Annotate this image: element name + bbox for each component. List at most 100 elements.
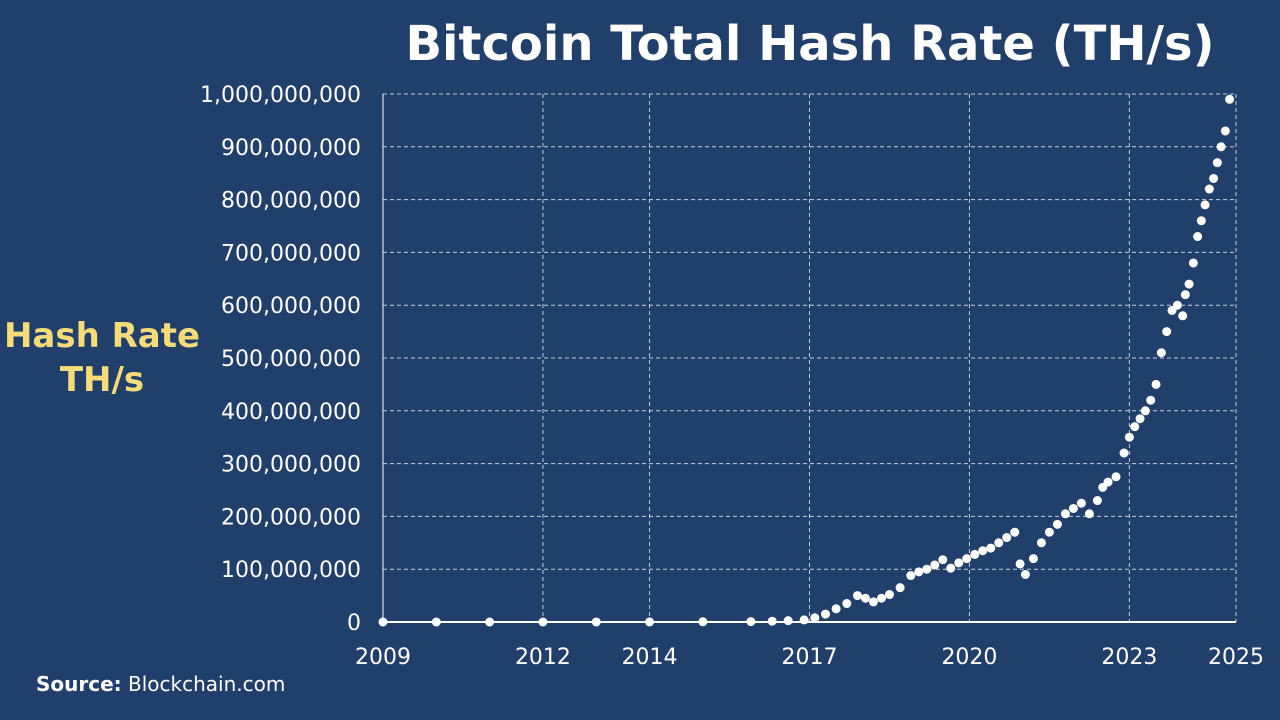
data-point <box>1178 311 1188 321</box>
data-point <box>810 613 820 623</box>
x-tick-label: 2012 <box>515 645 571 670</box>
x-tick-label: 2025 <box>1208 645 1264 670</box>
y-tick-label: 400,000,000 <box>221 400 361 425</box>
data-point <box>1002 533 1012 543</box>
data-point <box>378 617 388 627</box>
source-text: Blockchain.com <box>128 672 286 696</box>
data-point <box>1209 173 1219 183</box>
data-point <box>1052 519 1062 529</box>
y-tick-label: 500,000,000 <box>221 347 361 372</box>
data-point <box>922 564 932 574</box>
data-point <box>591 617 601 627</box>
data-point <box>1200 200 1210 210</box>
source-prefix: Source: <box>36 672 122 696</box>
data-point <box>1036 538 1046 548</box>
x-tick-label: 2017 <box>782 645 838 670</box>
data-point <box>1180 290 1190 300</box>
data-point <box>1220 126 1230 136</box>
data-point <box>876 593 886 603</box>
data-point <box>970 549 980 559</box>
data-point <box>1204 184 1214 194</box>
data-point <box>799 615 809 625</box>
data-point <box>1028 554 1038 564</box>
axis-layer <box>382 94 1236 623</box>
x-tick-label: 2023 <box>1101 645 1157 670</box>
y-tick-label: 0 <box>347 611 361 636</box>
y-tick-label: 700,000,000 <box>221 241 361 266</box>
data-point <box>538 617 548 627</box>
data-point <box>868 597 878 607</box>
data-point <box>645 617 655 627</box>
y-axis-label: Hash Rate TH/s <box>2 314 202 402</box>
data-point <box>978 546 988 556</box>
data-point <box>698 617 708 627</box>
data-point <box>906 571 916 581</box>
y-axis-label-line-1: Hash Rate <box>3 316 201 356</box>
data-point <box>852 591 862 601</box>
y-tick-label: 900,000,000 <box>221 136 361 161</box>
data-point <box>1212 158 1222 168</box>
data-point <box>1068 503 1078 513</box>
data-point <box>914 567 924 577</box>
data-point <box>783 616 793 626</box>
data-point <box>1060 509 1070 519</box>
data-point <box>746 617 756 627</box>
data-point <box>1225 94 1235 104</box>
data-point <box>1184 279 1194 289</box>
chart-title: Bitcoin Total Hash Rate (TH/s) <box>405 16 1215 72</box>
data-point <box>1020 569 1030 579</box>
data-point <box>1092 496 1102 506</box>
data-point <box>1193 232 1203 242</box>
tick-labels: 0 100,000,000 200,000,000 300,000,000 400,00… <box>200 83 1264 670</box>
data-point <box>962 554 972 564</box>
data-point <box>1140 406 1150 416</box>
data-point <box>431 617 441 627</box>
data-point <box>1010 527 1020 537</box>
data-point <box>1084 509 1094 519</box>
data-points <box>378 94 1235 627</box>
data-point <box>946 563 956 573</box>
y-axis-label-line-2: TH/s <box>59 360 145 400</box>
data-point <box>1124 432 1134 442</box>
data-point <box>1156 348 1166 358</box>
x-tick-label: 2009 <box>355 645 411 670</box>
data-point <box>938 555 948 565</box>
data-point <box>1196 216 1206 226</box>
data-point <box>485 617 495 627</box>
y-tick-label: 800,000,000 <box>221 189 361 214</box>
source-line: Source: Blockchain.com <box>36 670 285 698</box>
data-point <box>986 543 996 553</box>
data-point <box>1076 498 1086 508</box>
data-point <box>1188 258 1198 268</box>
data-point <box>1015 559 1025 569</box>
y-tick-label: 300,000,000 <box>221 453 361 478</box>
y-tick-label: 1,000,000,000 <box>200 83 361 108</box>
data-point <box>1146 395 1156 405</box>
x-tick-label: 2020 <box>941 645 997 670</box>
data-point <box>1103 477 1113 487</box>
y-tick-label: 200,000,000 <box>221 505 361 530</box>
grid-layer <box>382 93 1237 622</box>
data-point <box>1130 422 1140 432</box>
data-point <box>884 590 894 600</box>
data-point <box>1044 527 1054 537</box>
data-point <box>842 599 852 609</box>
data-point <box>994 538 1004 548</box>
x-tick-label: 2014 <box>622 645 678 670</box>
y-tick-label: 600,000,000 <box>221 294 361 319</box>
data-point <box>767 616 777 626</box>
data-point <box>1162 327 1172 337</box>
data-point <box>1135 414 1145 424</box>
data-point <box>820 609 830 619</box>
data-point <box>954 558 964 568</box>
data-point <box>895 583 905 593</box>
data-point <box>831 604 841 614</box>
data-point <box>930 560 940 570</box>
data-point <box>1172 300 1182 310</box>
data-point <box>1216 142 1226 152</box>
y-tick-label: 100,000,000 <box>221 558 361 583</box>
data-point <box>1111 472 1121 482</box>
data-point <box>860 593 870 603</box>
data-point <box>1119 448 1129 458</box>
